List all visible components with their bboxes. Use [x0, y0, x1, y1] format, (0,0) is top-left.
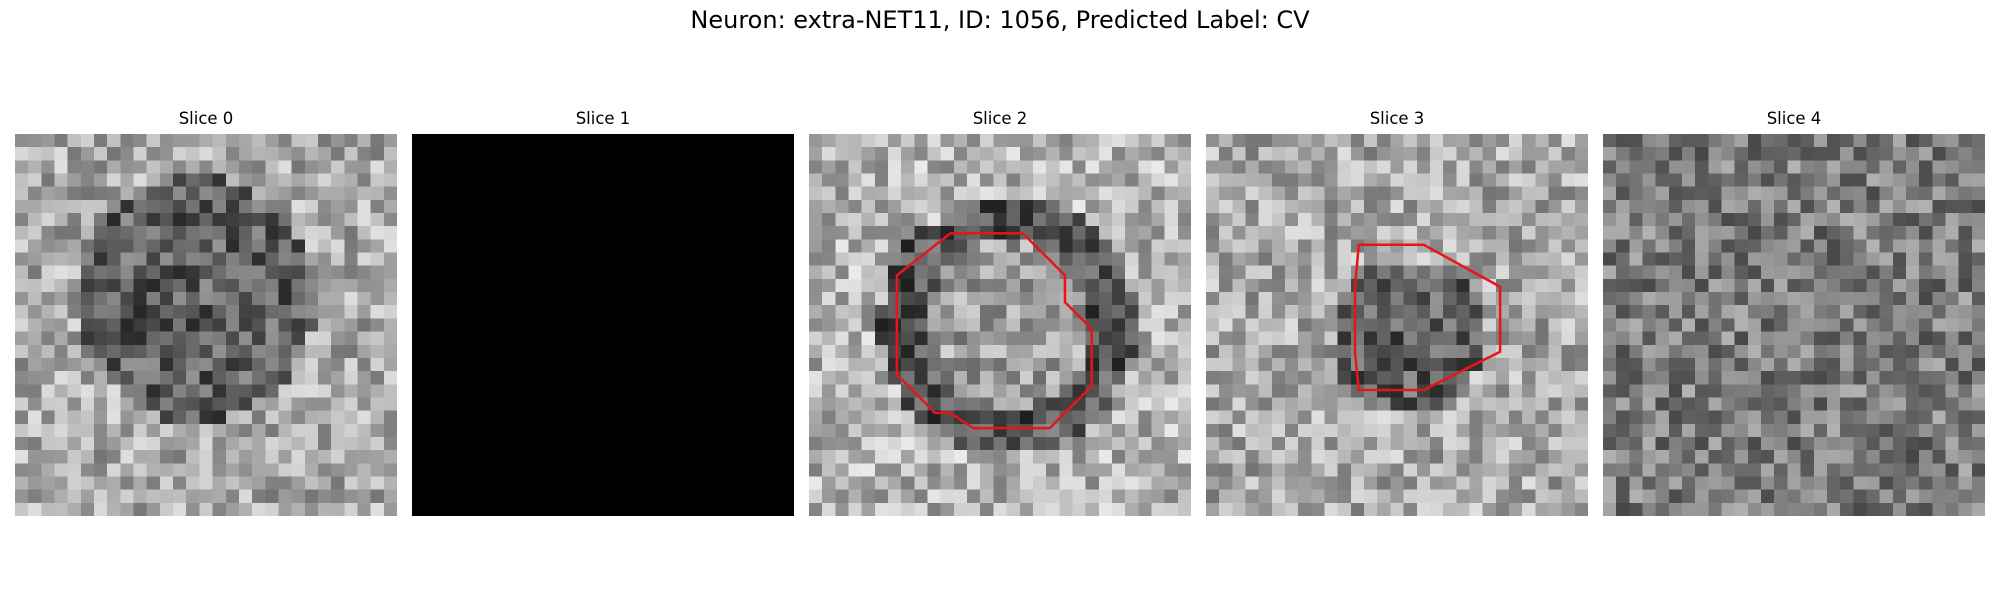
slice-title: Slice 1	[575, 109, 631, 128]
figure-title: Neuron: extra-NET11, ID: 1056, Predicted…	[690, 6, 1310, 34]
slice-image-wrap	[1206, 134, 1588, 516]
slice-image	[412, 134, 794, 516]
contour-polygon	[1353, 243, 1502, 392]
slice-panel-0: Slice 0	[15, 108, 397, 516]
contour-overlay	[15, 134, 397, 516]
slice-title: Slice 2	[972, 109, 1028, 128]
slice-image-wrap	[412, 134, 794, 516]
slice-image	[1206, 134, 1588, 516]
contour-overlay	[412, 134, 794, 516]
slice-image	[809, 134, 1191, 516]
slice-panel-1: Slice 1	[412, 108, 794, 516]
contour-overlay	[895, 232, 1093, 430]
contour-overlay	[1353, 243, 1502, 392]
slice-image	[15, 134, 397, 516]
slice-panel-2: Slice 2	[809, 108, 1191, 516]
slice-title: Slice 4	[1766, 109, 1822, 128]
contour-overlay	[1603, 134, 1985, 516]
slice-panel-4: Slice 4	[1603, 108, 1985, 516]
slice-image	[1603, 134, 1985, 516]
slice-image-wrap	[809, 134, 1191, 516]
slice-image-wrap	[15, 134, 397, 516]
slice-title: Slice 3	[1369, 109, 1425, 128]
slice-panel-3: Slice 3	[1206, 108, 1588, 516]
contour-polygon	[895, 232, 1093, 430]
slice-title: Slice 0	[178, 109, 234, 128]
slice-image-wrap	[1603, 134, 1985, 516]
